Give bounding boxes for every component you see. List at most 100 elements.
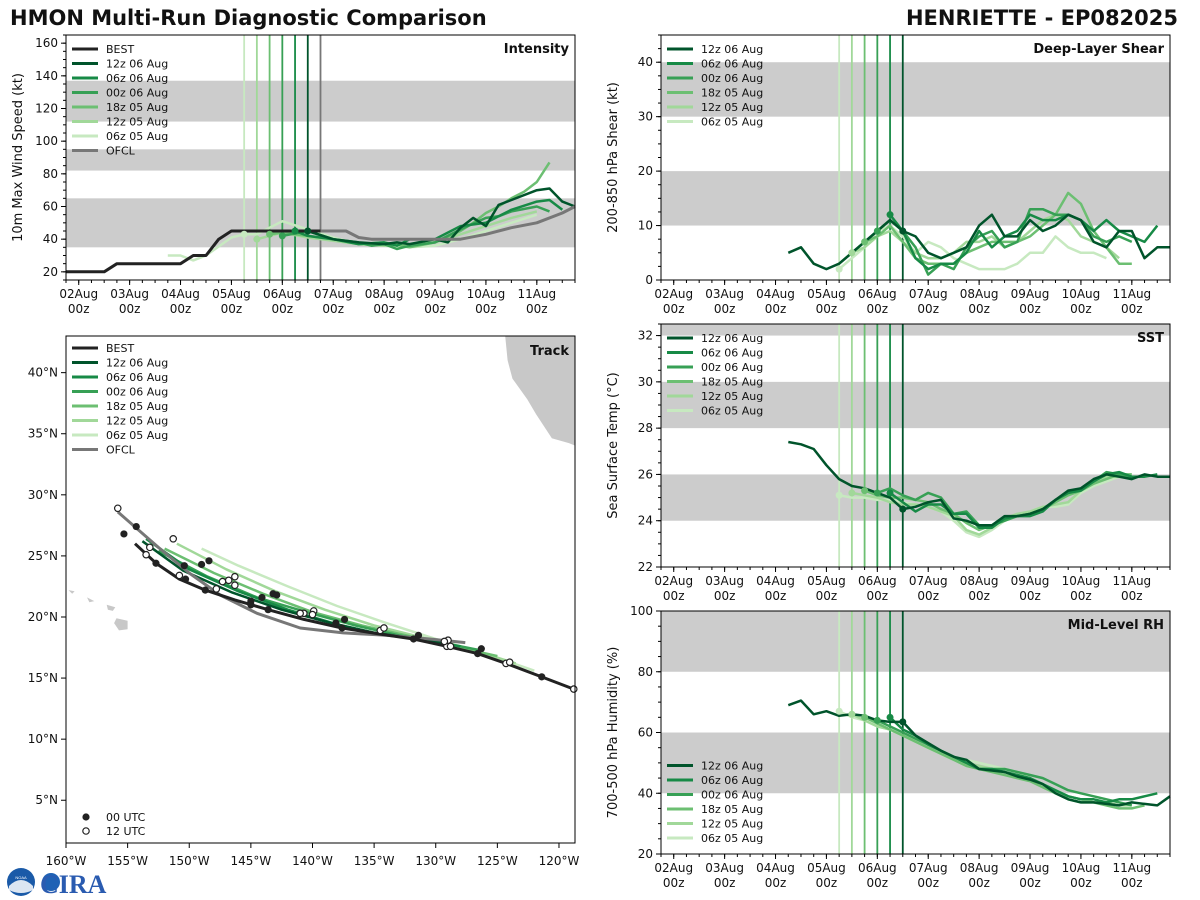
- track-point-00utc: [181, 575, 190, 583]
- sst-xtick-label: 11Aug: [1112, 574, 1151, 588]
- intensity-xtick-label: 05Aug: [212, 287, 251, 301]
- track-point-00utc: [120, 530, 128, 538]
- rh-panel-title: Mid-Level RH: [1068, 618, 1164, 633]
- shear-ylabel: 200-850 hPa Shear (kt): [606, 82, 621, 233]
- land-hawaii-3: [68, 590, 75, 594]
- sst-xtick-sub: 00z: [917, 589, 939, 603]
- track-point-00utc: [180, 562, 188, 570]
- intensity-panel-title: Intensity: [504, 42, 570, 57]
- rh-xtick-label: 11Aug: [1112, 861, 1151, 875]
- intensity-series-12z-06-Aug: [307, 187, 576, 246]
- intensity-ytick-label: 60: [43, 200, 58, 214]
- shear-xtick-label: 10Aug: [1062, 287, 1101, 301]
- intensity-legend-label: 12z 05 Aug: [106, 116, 168, 129]
- intensity-ytick-label: 40: [43, 232, 58, 246]
- rh-xtick-sub: 00z: [714, 876, 736, 890]
- track-legend-label: OFCL: [106, 444, 136, 457]
- sst-xtick-sub: 00z: [1019, 589, 1041, 603]
- track-legend-label: BEST: [106, 342, 134, 355]
- track-ytick-label: 30°N: [28, 488, 58, 502]
- rh-xtick-sub: 00z: [765, 876, 787, 890]
- rh-ytick-label: 100: [630, 604, 653, 618]
- track-point-00utc: [338, 624, 346, 632]
- sst-init-point-06z-06-Aug: [886, 489, 894, 497]
- track-point-00utc: [258, 593, 266, 602]
- track-legend-12utc-marker: [82, 827, 90, 835]
- rh-ytick-label: 40: [638, 786, 653, 800]
- shear-legend-label: 00z 06 Aug: [701, 72, 763, 85]
- intensity-init-point-12z-05-Aug: [253, 235, 261, 243]
- rh-legend-label: 12z 05 Aug: [701, 818, 763, 831]
- shear-init-point-00z-06-Aug: [873, 227, 881, 235]
- sst-xtick-sub: 00z: [1121, 589, 1143, 603]
- shear-legend-label: 12z 05 Aug: [701, 101, 763, 114]
- sst-ytick-label: 26: [638, 467, 653, 481]
- track-legend-00utc-label: 00 UTC: [106, 811, 146, 824]
- track-point-12utc: [231, 581, 239, 590]
- shear-panel-title: Deep-Layer Shear: [1033, 42, 1164, 57]
- rh-xtick-label: 08Aug: [960, 861, 999, 875]
- intensity-ytick-label: 160: [35, 36, 58, 50]
- track-xtick-label: 130°W: [415, 854, 456, 868]
- track-point-12utc: [231, 572, 239, 581]
- track-legend-label: 12z 06 Aug: [106, 357, 168, 370]
- shear-legend-label: 18z 05 Aug: [701, 87, 763, 100]
- track-point-12utc: [296, 609, 304, 618]
- intensity-xtick-sub: 00z: [373, 302, 395, 316]
- intensity-ytick-label: 20: [43, 265, 58, 279]
- intensity-xtick-sub: 00z: [322, 302, 344, 316]
- intensity-legend-label: 06z 05 Aug: [106, 130, 168, 143]
- shear-init-point-18z-05-Aug: [861, 238, 869, 246]
- intensity-xtick-label: 04Aug: [161, 287, 200, 301]
- track-point-12utc: [440, 637, 449, 646]
- intensity-xtick-sub: 00z: [68, 302, 90, 316]
- shear-ytick-label: 30: [638, 110, 653, 124]
- rh-xtick-sub: 00z: [816, 876, 838, 890]
- track-legend-12utc-label: 12 UTC: [106, 825, 146, 838]
- intensity-xtick-label: 07Aug: [314, 287, 353, 301]
- sst-panel: 22242628303202Aug00z03Aug00z04Aug00z05Au…: [606, 323, 1171, 603]
- sst-xtick-sub: 00z: [1070, 589, 1092, 603]
- track-legend-label: 12z 05 Aug: [106, 415, 168, 428]
- shear-legend-label: 12z 06 Aug: [701, 43, 763, 56]
- track-point-00utc: [474, 650, 482, 658]
- intensity-xtick-label: 10Aug: [467, 287, 506, 301]
- track-ytick-label: 15°N: [28, 671, 58, 685]
- intensity-legend-label: 12z 06 Aug: [106, 58, 168, 71]
- rh-xtick-label: 09Aug: [1011, 861, 1050, 875]
- rh-xtick-label: 07Aug: [909, 861, 948, 875]
- shear-panel: 01020304002Aug00z03Aug00z04Aug00z05Aug00…: [606, 34, 1171, 316]
- sst-legend-label: 06z 06 Aug: [701, 347, 763, 360]
- track-xtick-label: 150°W: [169, 854, 210, 868]
- sst-panel-title: SST: [1137, 331, 1164, 346]
- rh-xtick-label: 10Aug: [1062, 861, 1101, 875]
- track-xtick-label: 140°W: [292, 854, 333, 868]
- track-point-12utc: [224, 576, 233, 585]
- shear-xtick-sub: 00z: [714, 302, 736, 316]
- rh-xtick-sub: 00z: [917, 876, 939, 890]
- sst-xtick-label: 06Aug: [858, 574, 897, 588]
- intensity-series-BEST: [66, 229, 321, 274]
- rh-xtick-sub: 00z: [1019, 876, 1041, 890]
- shear-xtick-label: 04Aug: [756, 287, 795, 301]
- rh-xtick-sub: 00z: [663, 876, 685, 890]
- shear-xtick-label: 05Aug: [807, 287, 846, 301]
- intensity-xtick-sub: 00z: [424, 302, 446, 316]
- track-point-12utc: [569, 685, 578, 693]
- shear-xtick-sub: 00z: [1019, 302, 1041, 316]
- shear-xtick-sub: 00z: [968, 302, 990, 316]
- track-point-00utc: [152, 559, 160, 567]
- rh-band-1: [661, 611, 1170, 672]
- shear-legend-label: 06z 06 Aug: [701, 58, 763, 71]
- shear-xtick-label: 07Aug: [909, 287, 948, 301]
- intensity-init-point-06z-06-Aug: [291, 227, 299, 235]
- track-point-00utc: [197, 560, 206, 569]
- intensity-legend-label: 00z 06 Aug: [106, 87, 168, 100]
- shear-xtick-sub: 00z: [867, 302, 889, 316]
- sst-ylabel: Sea Surface Temp (°C): [606, 372, 621, 519]
- sst-legend-label: 12z 06 Aug: [701, 332, 763, 345]
- track-legend-label: 18z 05 Aug: [106, 400, 168, 413]
- sst-init-point-00z-06-Aug: [873, 489, 881, 497]
- shear-init-point-06z-06-Aug: [886, 211, 894, 219]
